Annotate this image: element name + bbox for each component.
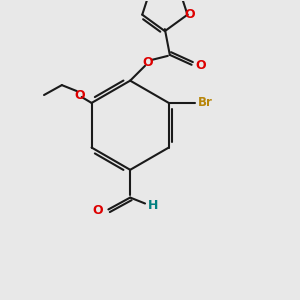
Text: Br: Br [197, 96, 212, 110]
Text: O: O [93, 204, 104, 217]
Text: H: H [148, 199, 158, 212]
Text: O: O [196, 59, 206, 72]
Text: O: O [74, 88, 85, 101]
Text: O: O [143, 56, 153, 69]
Text: O: O [184, 8, 195, 21]
